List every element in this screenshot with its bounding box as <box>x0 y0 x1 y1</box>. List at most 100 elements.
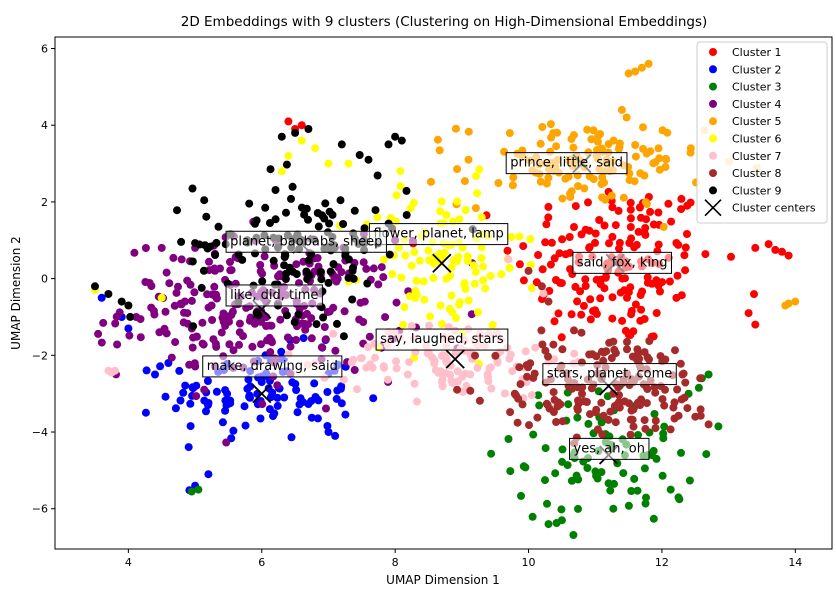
data-point <box>570 326 578 335</box>
data-point <box>113 340 122 349</box>
data-point <box>190 288 199 297</box>
data-point <box>567 187 576 196</box>
data-point <box>381 313 390 322</box>
data-point <box>136 333 145 342</box>
data-point <box>636 401 645 410</box>
data-point <box>184 443 193 452</box>
data-point <box>371 353 379 362</box>
cluster-annotation: make, drawing, said <box>202 355 343 378</box>
data-point <box>371 206 380 215</box>
data-point <box>642 399 651 408</box>
data-point <box>508 181 517 190</box>
data-point <box>656 287 664 296</box>
data-point <box>167 353 176 362</box>
data-point <box>525 421 533 430</box>
data-point <box>644 59 653 68</box>
data-point <box>552 142 561 151</box>
data-point <box>542 399 551 408</box>
data-point <box>516 380 525 389</box>
data-point <box>377 263 386 272</box>
data-point <box>391 132 400 141</box>
data-point <box>314 222 323 231</box>
data-point <box>325 219 334 228</box>
data-point <box>651 158 660 167</box>
data-point <box>641 499 650 508</box>
x-tick-label: 10 <box>522 556 536 569</box>
data-point <box>614 145 623 154</box>
data-point <box>202 212 211 221</box>
data-point <box>702 450 711 459</box>
data-point <box>394 243 403 252</box>
legend-item: Cluster 6 <box>709 133 782 146</box>
data-point <box>791 297 800 306</box>
data-point <box>373 213 382 222</box>
data-point <box>226 266 235 275</box>
data-point <box>471 351 479 360</box>
data-point <box>626 430 635 439</box>
data-point <box>177 255 186 264</box>
data-point <box>558 194 567 203</box>
data-point <box>677 448 685 457</box>
data-point <box>392 357 401 366</box>
data-point <box>379 273 388 282</box>
legend-swatch <box>709 169 717 178</box>
data-point <box>162 268 171 277</box>
data-point <box>407 322 416 331</box>
data-point <box>347 358 356 367</box>
data-point <box>448 378 457 387</box>
data-point <box>598 430 607 439</box>
data-point <box>124 324 133 333</box>
legend-label: Cluster 1 <box>732 46 782 59</box>
data-point <box>161 392 170 401</box>
y-axis-label: UMAP Dimension 2 <box>9 236 23 350</box>
data-point <box>580 184 589 193</box>
data-point <box>557 505 566 514</box>
data-point <box>650 410 659 418</box>
data-point <box>552 276 560 284</box>
data-point <box>764 240 773 249</box>
data-point <box>277 347 286 356</box>
data-point <box>192 392 201 401</box>
legend-item: Cluster 3 <box>709 81 782 94</box>
data-point <box>412 276 421 285</box>
data-point <box>585 350 594 359</box>
data-point <box>555 249 564 258</box>
data-point <box>685 476 694 485</box>
data-point <box>174 282 182 291</box>
legend: Cluster 1 Cluster 2 Cluster 3 Cluster 4 Clus… <box>696 41 828 224</box>
data-point <box>186 399 195 408</box>
data-point <box>660 422 669 431</box>
data-point <box>296 394 305 403</box>
legend-swatch <box>709 134 717 143</box>
data-point <box>661 385 669 394</box>
data-point <box>307 413 316 422</box>
data-point <box>674 493 683 502</box>
data-point <box>451 348 460 357</box>
data-point <box>661 163 670 171</box>
data-point <box>356 298 365 307</box>
data-point <box>240 402 249 411</box>
cluster-annotation: like, did, time <box>225 284 323 307</box>
data-point <box>310 379 319 388</box>
data-point <box>627 310 636 319</box>
data-point <box>744 309 753 318</box>
data-point <box>297 136 306 145</box>
data-point <box>425 321 434 330</box>
data-point <box>324 278 333 287</box>
data-point <box>321 335 330 344</box>
data-point <box>455 215 464 224</box>
data-point <box>317 275 326 284</box>
data-point <box>290 318 299 327</box>
data-point <box>518 400 527 409</box>
data-point <box>277 167 286 176</box>
data-point <box>589 126 598 135</box>
data-point <box>269 256 278 265</box>
data-point <box>527 284 536 293</box>
data-point <box>147 303 156 312</box>
data-point <box>147 282 156 290</box>
data-point <box>235 319 244 328</box>
data-point <box>430 359 439 368</box>
data-point <box>211 251 220 259</box>
data-point <box>286 342 295 351</box>
data-point <box>340 307 349 316</box>
